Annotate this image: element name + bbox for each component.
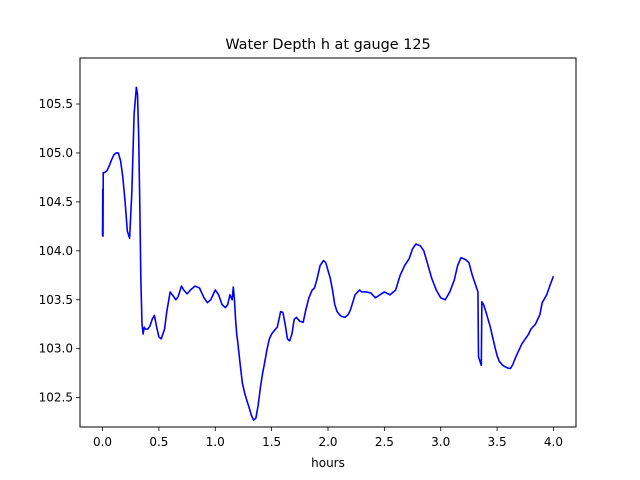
x-tick-label: 1.5 xyxy=(262,435,281,449)
y-tick-label: 104.5 xyxy=(39,195,73,209)
x-tick-label: 2.5 xyxy=(375,435,394,449)
series-line-0 xyxy=(101,86,555,421)
x-axis-label: hours xyxy=(311,456,345,470)
x-tick-label: 2.0 xyxy=(318,435,337,449)
x-tick-label: 0.5 xyxy=(149,435,168,449)
x-axis: 0.0 0.5 1.0 1.5 2.0 2.5 3.0 3.5 4.0 xyxy=(93,427,563,449)
y-tick-label: 102.5 xyxy=(39,391,73,405)
series-layer xyxy=(101,86,555,421)
y-axis: 102.5 103.0 103.5 104.0 104.5 105.0 105.5 xyxy=(39,97,80,405)
x-tick-label: 1.0 xyxy=(206,435,225,449)
x-tick-label: 3.5 xyxy=(488,435,507,449)
x-tick-label: 3.0 xyxy=(431,435,450,449)
y-tick-label: 105.5 xyxy=(39,97,73,111)
y-tick-label: 103.0 xyxy=(39,342,73,356)
y-tick-label: 105.0 xyxy=(39,146,73,160)
chart-title: Water Depth h at gauge 125 xyxy=(225,37,430,53)
x-tick-label: 0.0 xyxy=(93,435,112,449)
x-tick-label: 4.0 xyxy=(544,435,563,449)
y-tick-label: 104.0 xyxy=(39,244,73,258)
y-tick-label: 103.5 xyxy=(39,293,73,307)
